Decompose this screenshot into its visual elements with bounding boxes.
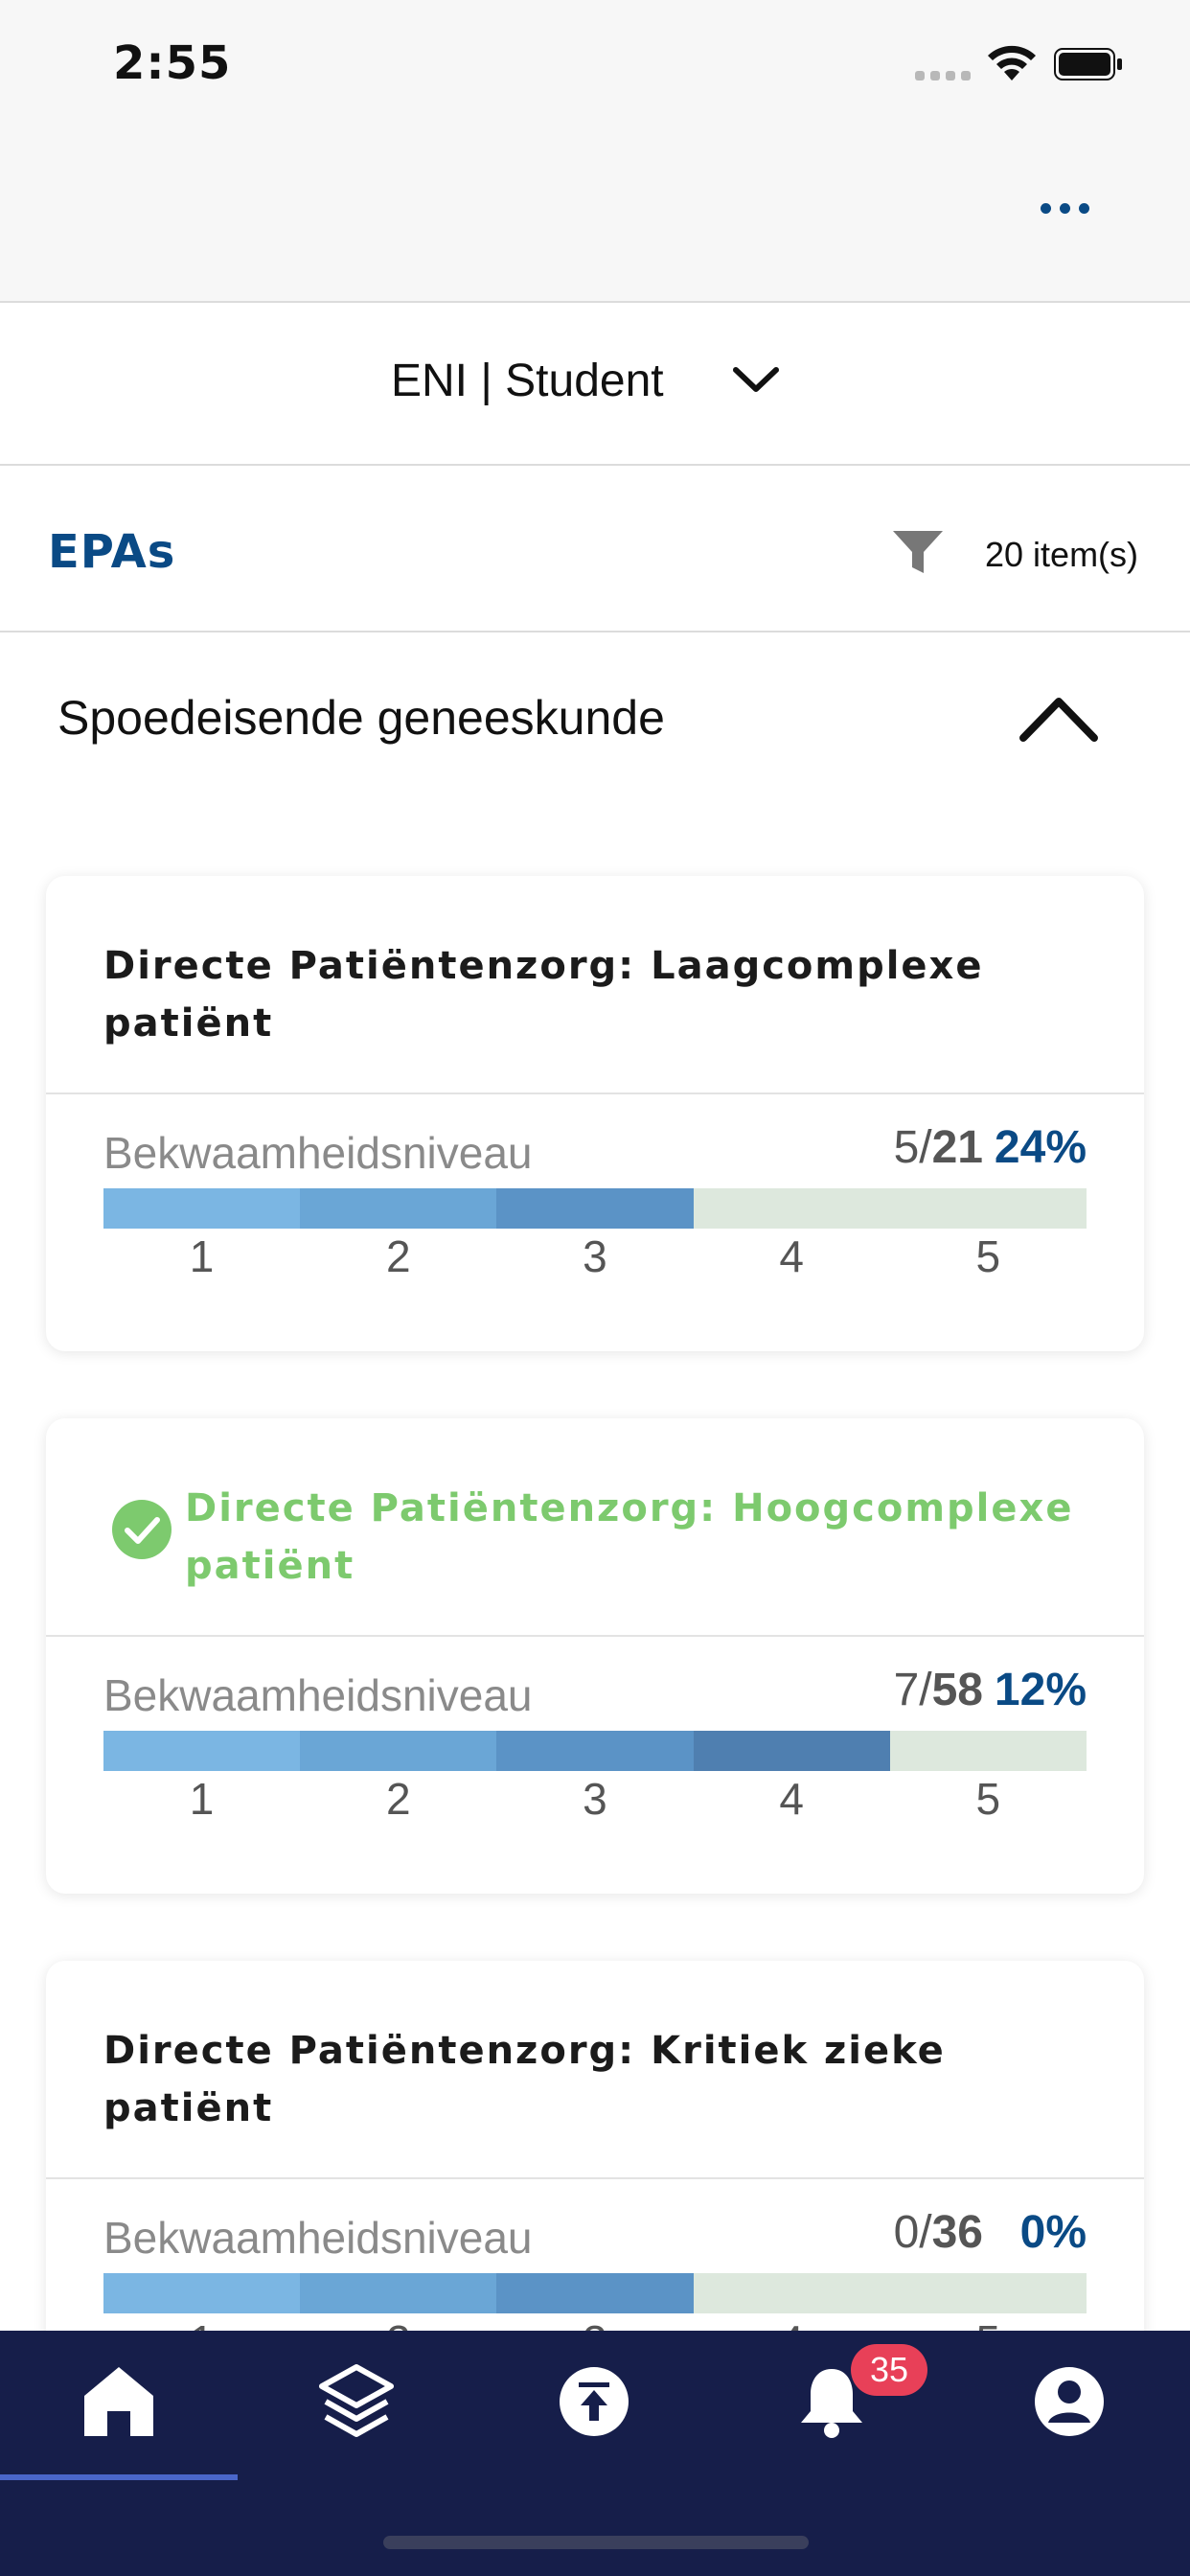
level-progress-bar — [103, 2273, 1087, 2313]
level-segment — [890, 1731, 1087, 1771]
chevron-up-icon[interactable] — [1018, 692, 1100, 746]
top-header: 2:55 — [0, 0, 1190, 303]
level-tick: 3 — [583, 1231, 607, 1281]
ratio-separator: / — [919, 1665, 932, 1715]
layers-icon — [319, 2364, 394, 2437]
level-label: Bekwaamheidsniveau — [103, 2213, 533, 2263]
tab-bar — [0, 2331, 1190, 2576]
level-segment — [496, 1188, 694, 1229]
context-label: ENI | Student — [391, 356, 664, 406]
ratio-done: 5 — [893, 1122, 920, 1173]
epa-card-header[interactable]: Directe Patiëntenzorg: Kritiek zieke pat… — [46, 1961, 1144, 2179]
check-circle-icon — [112, 1500, 172, 1559]
epa-toolbar: EPAs 20 item(s) — [0, 468, 1190, 632]
notification-badge: 35 — [851, 2344, 927, 2396]
level-segment — [890, 1188, 1087, 1229]
ratio-separator: / — [919, 2207, 932, 2258]
level-tick: 2 — [385, 1231, 411, 1281]
level-segment — [300, 2273, 497, 2313]
bell-icon — [801, 2369, 862, 2438]
level-segment — [694, 2273, 890, 2313]
level-tick: 2 — [385, 1774, 411, 1824]
upload-icon — [560, 2367, 629, 2436]
level-label: Bekwaamheidsniveau — [103, 1670, 533, 1720]
level-progress-bar — [103, 1731, 1087, 1771]
level-segment — [300, 1188, 497, 1229]
filter-icon[interactable] — [891, 529, 945, 577]
epa-card-header[interactable]: Directe Patiëntenzorg: Hoogcomplexe pati… — [46, 1418, 1144, 1637]
level-tick: 5 — [975, 1774, 1001, 1824]
progress-ratio: 7/58 — [894, 1664, 983, 1716]
level-ticks: 1 2 3 4 5 — [103, 1230, 1087, 1282]
progress-ratio: 0/36 — [894, 2206, 983, 2259]
ratio-total: 21 — [931, 1122, 983, 1173]
epa-card[interactable]: Directe Patiëntenzorg: Hoogcomplexe pati… — [46, 1418, 1144, 1894]
epa-card-title: Directe Patiëntenzorg: Hoogcomplexe pati… — [185, 1486, 1074, 1588]
wifi-icon — [988, 45, 1036, 80]
tab-notifications[interactable] — [713, 2331, 950, 2474]
home-indicator — [383, 2536, 809, 2549]
level-segment — [103, 1188, 301, 1229]
epa-card-title: Directe Patiëntenzorg: Kritiek zieke pat… — [103, 2029, 946, 2130]
level-segment — [890, 2273, 1087, 2313]
level-segment — [694, 1188, 890, 1229]
context-selector[interactable]: ENI | Student — [0, 305, 1190, 466]
progress-ratio: 5/21 — [894, 1121, 983, 1174]
epa-card[interactable]: Directe Patiëntenzorg: Laagcomplexe pati… — [46, 876, 1144, 1351]
level-tick: 4 — [779, 1231, 804, 1281]
signal-icon — [915, 71, 971, 80]
level-segment — [300, 1731, 497, 1771]
home-icon — [84, 2367, 153, 2436]
epa-card-title: Directe Patiëntenzorg: Laagcomplexe pati… — [103, 944, 984, 1046]
status-time: 2:55 — [113, 36, 232, 90]
page-title: EPAs — [48, 525, 176, 579]
level-segment — [496, 2273, 694, 2313]
tab-layers[interactable] — [238, 2331, 475, 2474]
profile-icon — [1035, 2367, 1104, 2436]
section-header[interactable]: Spoedeisende geneeskunde — [0, 634, 1190, 807]
level-tick: 1 — [189, 1231, 215, 1281]
level-tick: 1 — [189, 1774, 215, 1824]
section-label: Spoedeisende geneeskunde — [57, 691, 665, 745]
level-segment — [103, 1731, 301, 1771]
chevron-down-icon[interactable] — [730, 362, 782, 397]
level-segment — [693, 1731, 890, 1771]
progress-percent: 0% — [1019, 2207, 1087, 2258]
ratio-separator: / — [919, 1122, 932, 1173]
level-segment — [103, 2273, 301, 2313]
level-segment — [496, 1731, 694, 1771]
progress-percent: 24% — [994, 1122, 1087, 1173]
level-label: Bekwaamheidsniveau — [103, 1128, 533, 1178]
progress-percent: 12% — [994, 1665, 1087, 1715]
battery-icon — [1054, 48, 1122, 80]
ratio-total: 36 — [931, 2207, 983, 2258]
ratio-total: 58 — [931, 1665, 983, 1715]
active-tab-indicator — [0, 2474, 238, 2480]
ratio-done: 0 — [893, 2207, 920, 2258]
level-progress-bar — [103, 1188, 1087, 1229]
ratio-done: 7 — [893, 1665, 920, 1715]
tab-profile[interactable] — [950, 2331, 1188, 2474]
level-tick: 4 — [779, 1774, 804, 1824]
level-tick: 3 — [583, 1774, 607, 1824]
tab-home[interactable] — [0, 2331, 238, 2480]
level-ticks: 1 2 3 4 5 — [103, 1773, 1087, 1825]
tab-upload[interactable] — [475, 2331, 713, 2474]
epa-card-header[interactable]: Directe Patiëntenzorg: Laagcomplexe pati… — [46, 876, 1144, 1094]
item-count: 20 item(s) — [985, 535, 1139, 574]
more-options-button[interactable] — [1041, 203, 1089, 214]
level-tick: 5 — [975, 1231, 1001, 1281]
